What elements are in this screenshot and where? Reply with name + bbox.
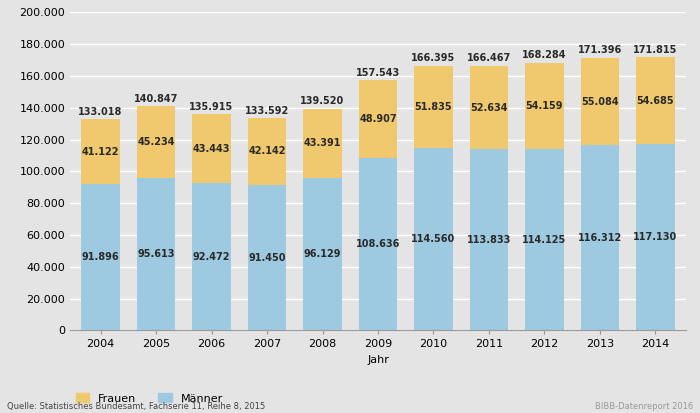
Text: 171.396: 171.396 (578, 45, 622, 55)
Text: 43.391: 43.391 (304, 138, 342, 148)
Bar (81, 184, 120, 330)
Text: 55.084: 55.084 (581, 97, 619, 107)
Bar (580, 58, 620, 145)
Text: 157.543: 157.543 (356, 67, 400, 78)
Bar (470, 150, 508, 330)
Bar (414, 148, 453, 330)
Text: 54.685: 54.685 (637, 96, 674, 106)
Bar (470, 66, 508, 150)
Text: 171.815: 171.815 (634, 45, 678, 55)
Text: 95.613: 95.613 (137, 249, 175, 259)
Text: 114.560: 114.560 (412, 234, 456, 244)
Text: 43.443: 43.443 (193, 144, 230, 154)
Bar (192, 183, 231, 330)
Text: 91.896: 91.896 (82, 252, 119, 262)
Text: 166.395: 166.395 (412, 53, 456, 64)
Text: 45.234: 45.234 (137, 138, 175, 147)
Bar (525, 63, 564, 149)
Bar (136, 178, 176, 330)
Text: 41.122: 41.122 (82, 147, 119, 157)
Bar (136, 107, 176, 178)
Text: BIBB-Datenreport 2016: BIBB-Datenreport 2016 (595, 402, 693, 411)
Text: 117.130: 117.130 (634, 232, 678, 242)
Text: 54.159: 54.159 (526, 101, 564, 111)
Text: 135.915: 135.915 (190, 102, 234, 112)
Bar (192, 114, 231, 183)
Text: 96.129: 96.129 (304, 249, 342, 259)
Legend: Frauen, Männer: Frauen, Männer (76, 393, 223, 404)
Text: 48.907: 48.907 (359, 114, 397, 124)
Bar (636, 144, 675, 330)
Text: 91.450: 91.450 (248, 253, 286, 263)
Bar (358, 80, 398, 158)
Text: 108.636: 108.636 (356, 239, 400, 249)
Text: 92.472: 92.472 (193, 252, 230, 262)
Text: 116.312: 116.312 (578, 233, 622, 243)
Bar (248, 118, 286, 185)
Text: Quelle: Statistisches Bundesamt, Fachserie 11, Reihe 8, 2015: Quelle: Statistisches Bundesamt, Fachser… (7, 402, 265, 411)
Text: 140.847: 140.847 (134, 94, 178, 104)
Bar (303, 178, 342, 330)
Bar (414, 66, 453, 148)
Text: 168.284: 168.284 (522, 50, 567, 60)
Text: 114.125: 114.125 (522, 235, 566, 244)
Text: 166.467: 166.467 (467, 53, 511, 63)
X-axis label: Jahr: Jahr (367, 355, 389, 365)
Text: 133.592: 133.592 (245, 106, 289, 116)
Text: 133.018: 133.018 (78, 107, 122, 116)
Bar (303, 109, 342, 178)
Bar (358, 158, 398, 330)
Text: 42.142: 42.142 (248, 147, 286, 157)
Text: 113.833: 113.833 (467, 235, 511, 245)
Text: 51.835: 51.835 (414, 102, 452, 112)
Bar (248, 185, 286, 330)
Bar (525, 149, 564, 330)
Bar (636, 57, 675, 144)
Bar (580, 145, 620, 330)
Text: 52.634: 52.634 (470, 102, 508, 113)
Text: 139.520: 139.520 (300, 96, 344, 106)
Bar (81, 119, 120, 184)
